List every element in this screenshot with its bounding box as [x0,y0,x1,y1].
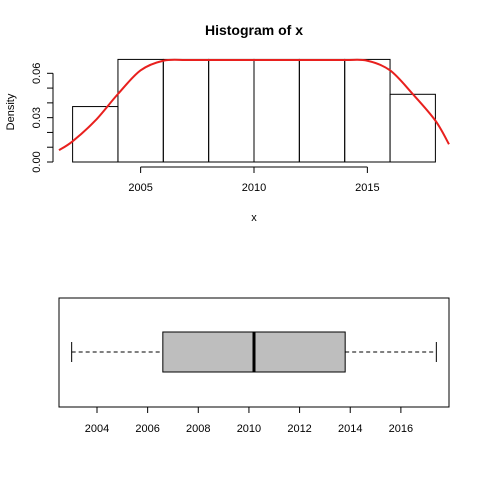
histogram-bar-6 [299,59,344,162]
histogram-y-tick-label: 0.06 [31,63,43,84]
histogram-title: Histogram of x [205,22,303,38]
histogram-bar-8 [390,94,435,162]
histogram-x-tick-label: 2015 [355,182,379,194]
boxplot-x-tick-label: 2012 [287,423,311,435]
histogram-x-label: x [251,212,257,224]
histogram-x-tick-label: 2010 [242,182,266,194]
boxplot-x-tick-label: 2004 [85,423,109,435]
histogram-bar-4 [209,59,254,162]
histogram-bar-7 [345,59,390,162]
boxplot-x-tick-label: 2008 [186,423,210,435]
histogram-y-tick-label: 0.03 [31,107,43,128]
histogram-y-tick-label: 0.00 [31,151,43,172]
histogram-y-axis: 0.00 0.03 0.06 [31,63,53,173]
boxplot-x-tick-label: 2014 [338,423,362,435]
boxplot-x-axis: 2004 2006 2008 2010 2012 2014 2016 [85,407,413,435]
histogram-bar-5 [254,59,299,162]
histogram-x-tick-label: 2005 [128,182,152,194]
histogram-bar-3 [163,59,208,162]
histogram-x-axis: 2005 2010 2015 [128,167,379,194]
histogram-bars [73,59,436,162]
boxplot-x-tick-label: 2016 [389,423,413,435]
boxplot-x-tick-label: 2010 [237,423,261,435]
histogram-bar-2 [118,59,163,162]
boxplot-x-tick-label: 2006 [135,423,159,435]
boxplot [72,332,437,372]
histogram-y-label: Density [5,93,17,130]
